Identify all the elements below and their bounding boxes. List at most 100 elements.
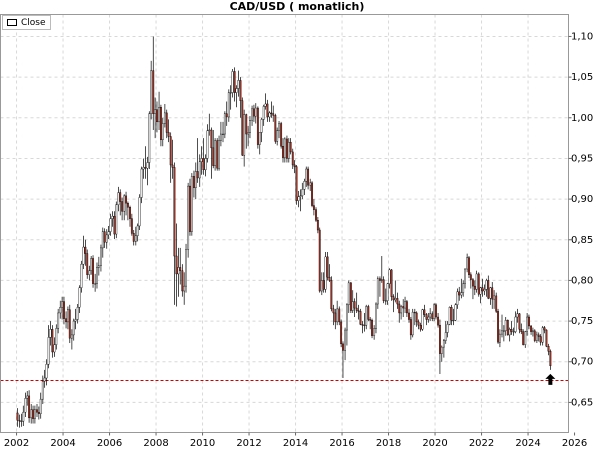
candle-body [33,409,36,419]
candle-body [84,246,87,254]
candle-body [429,313,432,318]
candle-body [136,225,139,236]
candle-body [235,88,238,93]
candle-body [37,411,40,414]
candle-body [66,309,69,323]
legend: Close [2,15,51,30]
candle-body [266,103,269,118]
candle-body [241,100,244,156]
x-tick-label: 2024 [515,438,540,449]
candle-body [297,196,300,201]
candle-body [419,324,422,330]
candle-body [268,112,271,118]
candle-body [225,113,228,118]
candle-body [396,298,399,305]
candle-body [140,168,143,198]
candle-body [460,292,463,296]
candle-body [283,138,286,158]
candle-body [369,319,372,321]
x-tick-label: 2012 [236,438,261,449]
candle-body [53,344,56,353]
candle-body [334,312,337,323]
candle-body [94,283,97,285]
candle-body [380,279,383,281]
candle-body [193,176,195,188]
candle-body [427,316,430,320]
candle-body [386,283,389,301]
candle-body [223,113,226,135]
candle-body [274,115,277,142]
x-tick-label: 2016 [329,438,354,449]
x-tick-label: 2004 [50,438,75,449]
candle-body [537,334,540,337]
candle-body [156,109,158,123]
candle-body [78,287,81,308]
candle-body [30,409,33,419]
chart-title: CAD/USD ( monatlich) [230,0,365,13]
candle-body [466,257,469,270]
candle-body [349,282,352,311]
candle-body [394,298,397,301]
candle-body [171,164,174,168]
candle-body [130,218,133,234]
candle-body [299,195,302,197]
candle-body [309,182,312,186]
candle-body [543,327,546,331]
candle-body [392,296,395,301]
candle-body [36,409,38,413]
candle-body [80,263,83,288]
candle-body [41,381,44,400]
candle-body [498,333,501,343]
candle-body [175,255,178,275]
candle-body [413,311,416,314]
x-tick-label: 2020 [422,438,447,449]
candle-body [132,233,135,242]
candle-body [400,306,403,314]
candle-body [59,307,62,314]
candle-body [105,234,108,243]
candle-body [398,303,401,314]
candle-body [113,215,116,235]
candle-body [187,185,190,250]
candle-body [256,107,259,145]
candle-body [454,304,457,321]
candle-body [320,280,323,292]
candle-body [16,412,19,421]
candle-body [138,197,141,227]
plot-frame [0,14,569,433]
candle-body [342,343,344,351]
candle-body [287,141,290,159]
x-tick-label: 2018 [376,438,401,449]
candle-body [347,282,350,306]
candle-body [43,377,46,382]
candle-body [518,313,521,330]
candle-body [495,295,498,312]
candle-body [532,330,534,332]
candle-body [18,420,21,422]
candle-body [311,182,313,206]
candle-body [355,307,358,311]
y-tick-label: 0,75 [571,316,593,327]
candle-body [382,279,385,301]
candle-body [146,162,149,169]
candle-body [214,140,217,166]
candle-body [210,129,213,149]
candle-body [247,132,250,135]
candles [16,36,552,428]
candle-body [489,287,492,299]
candle-body [70,334,73,339]
candle-body [508,329,511,336]
candle-body [533,330,536,341]
candle-body [483,289,486,292]
x-tick-label: 2002 [4,438,29,449]
candle-body [229,92,232,94]
candle-body [404,301,406,309]
candle-body [119,192,122,202]
candle-body [501,330,503,335]
candle-body [417,321,420,326]
candle-body [435,304,437,318]
y-tick-label: 1,10 [571,31,593,42]
candle-body [545,329,548,347]
